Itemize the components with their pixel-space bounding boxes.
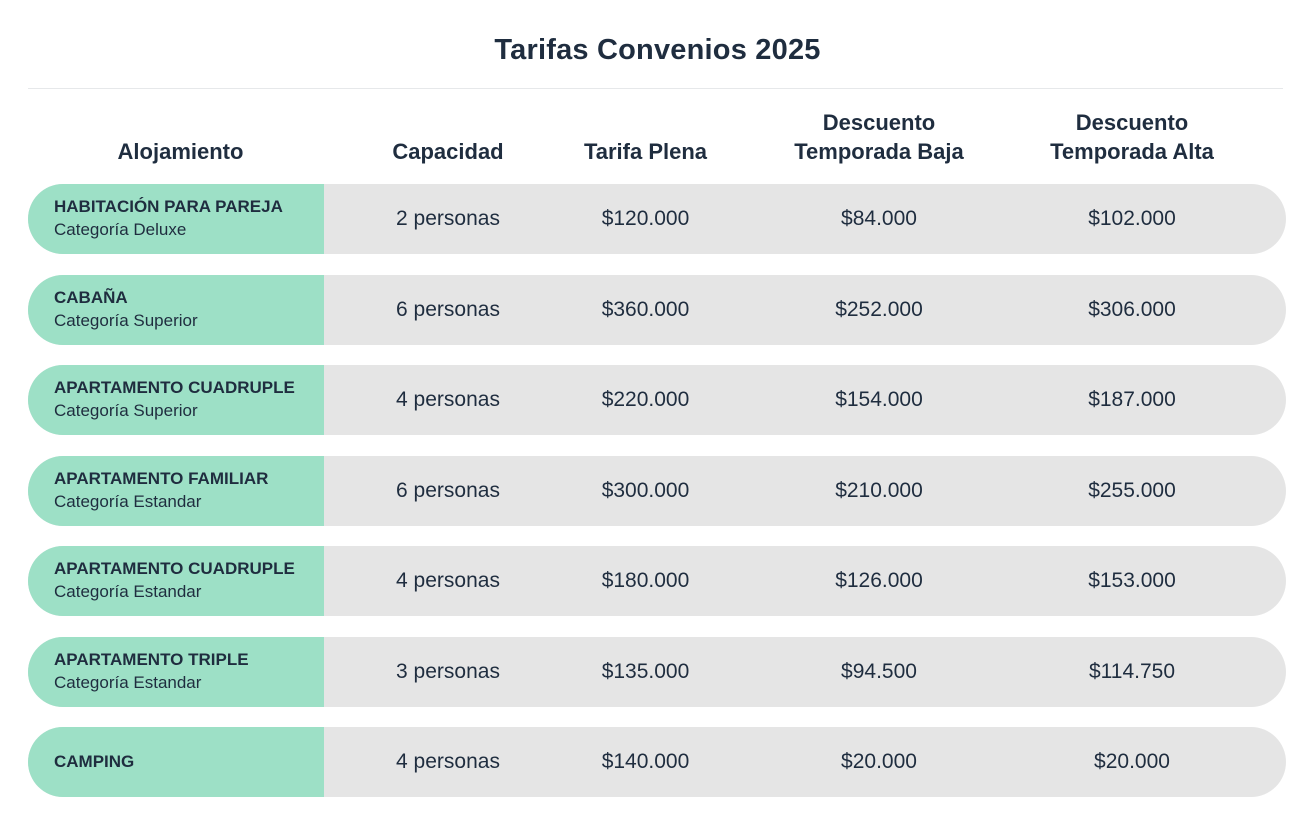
accommodation-category: Categoría Estandar bbox=[54, 491, 202, 511]
full-rate-cell: $135.000 bbox=[601, 659, 690, 683]
low-season-cell: $154.000 bbox=[835, 388, 923, 411]
accommodation-label: APARTAMENTO TRIPLE Categoría Estandar bbox=[28, 636, 324, 707]
title-divider bbox=[28, 88, 1283, 89]
table-row: CABAÑA Categoría Superior 6 personas $36… bbox=[28, 274, 1286, 345]
full-rate-cell: $120.000 bbox=[601, 207, 690, 230]
header-descuento-alta-line2: Temporada Alta bbox=[1050, 139, 1214, 164]
header-alojamiento: Alojamiento bbox=[28, 137, 333, 166]
accommodation-category: Categoría Deluxe bbox=[54, 220, 187, 239]
accommodation-name: APARTAMENTO FAMILIAR bbox=[54, 468, 269, 488]
low-season-cell: $84.000 bbox=[841, 207, 917, 230]
header-tarifa-plena-label: Tarifa Plena bbox=[583, 139, 708, 164]
table-row: APARTAMENTO CUADRUPLE Categoría Estandar… bbox=[28, 546, 1286, 616]
full-rate-cell: $360.000 bbox=[601, 297, 690, 321]
low-season-cell: $126.000 bbox=[835, 569, 923, 592]
accommodation-label: APARTAMENTO CUADRUPLE Categoría Superior bbox=[28, 365, 324, 435]
header-descuento-baja: Descuento Temporada Baja bbox=[768, 108, 990, 166]
accommodation-label: CABAÑA Categoría Superior bbox=[28, 274, 324, 345]
header-descuento-alta: Descuento Temporada Alta bbox=[1018, 108, 1246, 166]
high-season-cell: $102.000 bbox=[1088, 207, 1176, 230]
high-season-cell: $306.000 bbox=[1088, 297, 1176, 321]
high-season-cell: $20.000 bbox=[1094, 750, 1170, 773]
accommodation-label: APARTAMENTO FAMILIAR Categoría Estandar bbox=[28, 455, 324, 526]
header-capacidad: Capacidad bbox=[353, 137, 543, 166]
high-season-cell: $255.000 bbox=[1088, 478, 1176, 502]
capacity-cell: 2 personas bbox=[396, 207, 500, 230]
accommodation-name: CABAÑA bbox=[54, 287, 128, 307]
full-rate-cell: $180.000 bbox=[601, 569, 690, 592]
high-season-cell: $153.000 bbox=[1088, 569, 1176, 592]
accommodation-label: CAMPING bbox=[28, 727, 324, 797]
accommodation-category: Categoría Estandar bbox=[54, 582, 202, 601]
header-tarifa-plena: Tarifa Plena bbox=[553, 137, 738, 166]
capacity-cell: 6 personas bbox=[396, 297, 500, 321]
low-season-cell: $20.000 bbox=[841, 750, 917, 773]
header-descuento-baja-line2: Temporada Baja bbox=[794, 139, 964, 164]
low-season-cell: $94.500 bbox=[841, 659, 917, 683]
table-row: APARTAMENTO FAMILIAR Categoría Estandar … bbox=[28, 455, 1286, 526]
capacity-cell: 4 personas bbox=[396, 569, 500, 592]
full-rate-cell: $140.000 bbox=[601, 750, 690, 773]
accommodation-category: Categoría Estandar bbox=[54, 672, 202, 692]
accommodation-name: APARTAMENTO CUADRUPLE bbox=[54, 378, 295, 397]
capacity-cell: 3 personas bbox=[396, 659, 500, 683]
table-row: CAMPING 4 personas $140.000 $20.000 $20.… bbox=[28, 727, 1286, 797]
accommodation-name: HABITACIÓN PARA PAREJA bbox=[54, 197, 283, 216]
accommodation-name: CAMPING bbox=[54, 752, 135, 771]
high-season-cell: $114.750 bbox=[1088, 659, 1176, 683]
page-title: Tarifas Convenios 2025 bbox=[494, 34, 821, 66]
low-season-cell: $210.000 bbox=[835, 478, 923, 502]
table-row: HABITACIÓN PARA PAREJA Categoría Deluxe … bbox=[28, 184, 1286, 254]
header-capacidad-label: Capacidad bbox=[392, 139, 504, 164]
table-header: Alojamiento Capacidad Tarifa Plena Descu… bbox=[28, 104, 1286, 166]
full-rate-cell: $300.000 bbox=[601, 478, 690, 502]
header-alojamiento-label: Alojamiento bbox=[117, 139, 244, 164]
capacity-cell: 4 personas bbox=[396, 388, 500, 411]
header-descuento-baja-line1: Descuento bbox=[822, 110, 936, 135]
accommodation-category: Categoría Superior bbox=[54, 310, 198, 330]
header-descuento-alta-line1: Descuento bbox=[1075, 110, 1189, 135]
table-row: APARTAMENTO CUADRUPLE Categoría Superior… bbox=[28, 365, 1286, 435]
low-season-cell: $252.000 bbox=[835, 297, 923, 321]
high-season-cell: $187.000 bbox=[1088, 388, 1176, 411]
accommodation-label: HABITACIÓN PARA PAREJA Categoría Deluxe bbox=[28, 184, 324, 254]
accommodation-name: APARTAMENTO CUADRUPLE bbox=[54, 559, 295, 578]
accommodation-category: Categoría Superior bbox=[54, 401, 198, 420]
table-row: APARTAMENTO TRIPLE Categoría Estandar 3 … bbox=[28, 636, 1286, 707]
full-rate-cell: $220.000 bbox=[601, 388, 690, 411]
accommodation-label: APARTAMENTO CUADRUPLE Categoría Estandar bbox=[28, 546, 324, 616]
rates-table-body: HABITACIÓN PARA PAREJA Categoría Deluxe … bbox=[28, 184, 1286, 818]
accommodation-name: APARTAMENTO TRIPLE bbox=[54, 649, 249, 669]
capacity-cell: 6 personas bbox=[396, 478, 500, 502]
capacity-cell: 4 personas bbox=[396, 750, 500, 773]
